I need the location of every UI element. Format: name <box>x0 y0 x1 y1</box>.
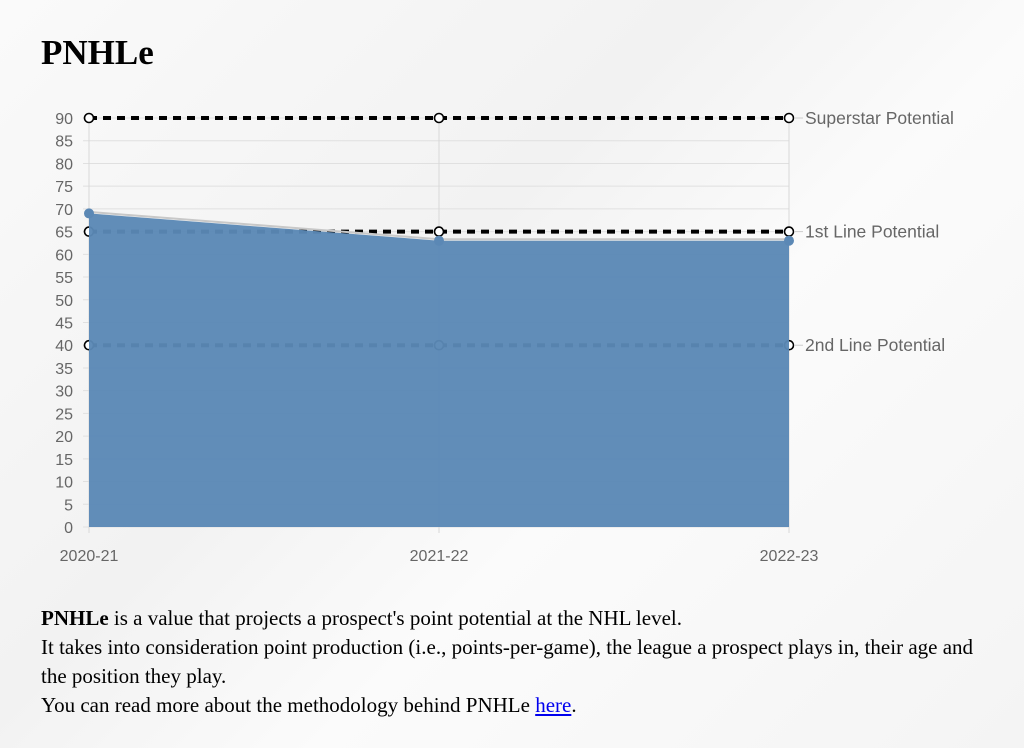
methodology-link[interactable]: here <box>535 693 572 717</box>
reference-point <box>433 226 445 237</box>
y-tick-label: 80 <box>55 156 73 173</box>
y-tick-label: 75 <box>55 179 73 196</box>
reference-point <box>783 112 795 124</box>
x-tick-label: 2021-22 <box>410 548 469 565</box>
reference-label: Superstar Potential <box>805 108 954 128</box>
y-tick-label: 45 <box>55 316 73 333</box>
description-line1: is a value that projects a prospect's po… <box>108 606 682 630</box>
area-fill <box>89 213 789 527</box>
x-tick-label: 2022-23 <box>760 548 819 565</box>
reference-point <box>783 226 795 237</box>
data-point <box>434 235 444 246</box>
y-tick-label: 25 <box>55 406 73 423</box>
y-tick-label: 90 <box>55 111 73 128</box>
y-tick-label: 5 <box>64 497 73 514</box>
reference-point <box>433 112 445 124</box>
x-tick-label: 2020-21 <box>60 548 119 565</box>
y-tick-label: 35 <box>55 361 73 378</box>
page-title: PNHLe <box>41 33 154 72</box>
y-tick-label: 50 <box>55 293 73 310</box>
description-line3: You can read more about the methodology … <box>41 693 536 717</box>
data-point <box>84 208 94 219</box>
description-period: . <box>571 693 577 717</box>
reference-point <box>83 112 95 124</box>
description: PNHLe is a value that projects a prospec… <box>41 604 1001 720</box>
description-term: PNHLe <box>41 606 109 630</box>
y-tick-label: 30 <box>55 384 73 401</box>
y-tick-label: 85 <box>55 134 73 151</box>
y-tick-label: 0 <box>64 520 73 537</box>
reference-label: 1st Line Potential <box>805 222 939 242</box>
data-point <box>784 235 794 246</box>
y-tick-label: 20 <box>55 429 73 446</box>
y-tick-label: 65 <box>55 225 73 242</box>
y-tick-label: 40 <box>55 338 73 355</box>
y-tick-label: 70 <box>55 202 73 219</box>
description-line2: It takes into consideration point produc… <box>41 635 974 688</box>
y-tick-label: 15 <box>55 452 73 469</box>
reference-label: 2nd Line Potential <box>805 335 945 355</box>
y-tick-label: 60 <box>55 247 73 264</box>
y-tick-label: 55 <box>55 270 73 287</box>
y-tick-label: 10 <box>55 475 73 492</box>
pnhle-chart: 0 5 10 15 20 25 30 35 40 45 50 55 60 65 70 75 80 85 90 2020… <box>55 108 954 565</box>
